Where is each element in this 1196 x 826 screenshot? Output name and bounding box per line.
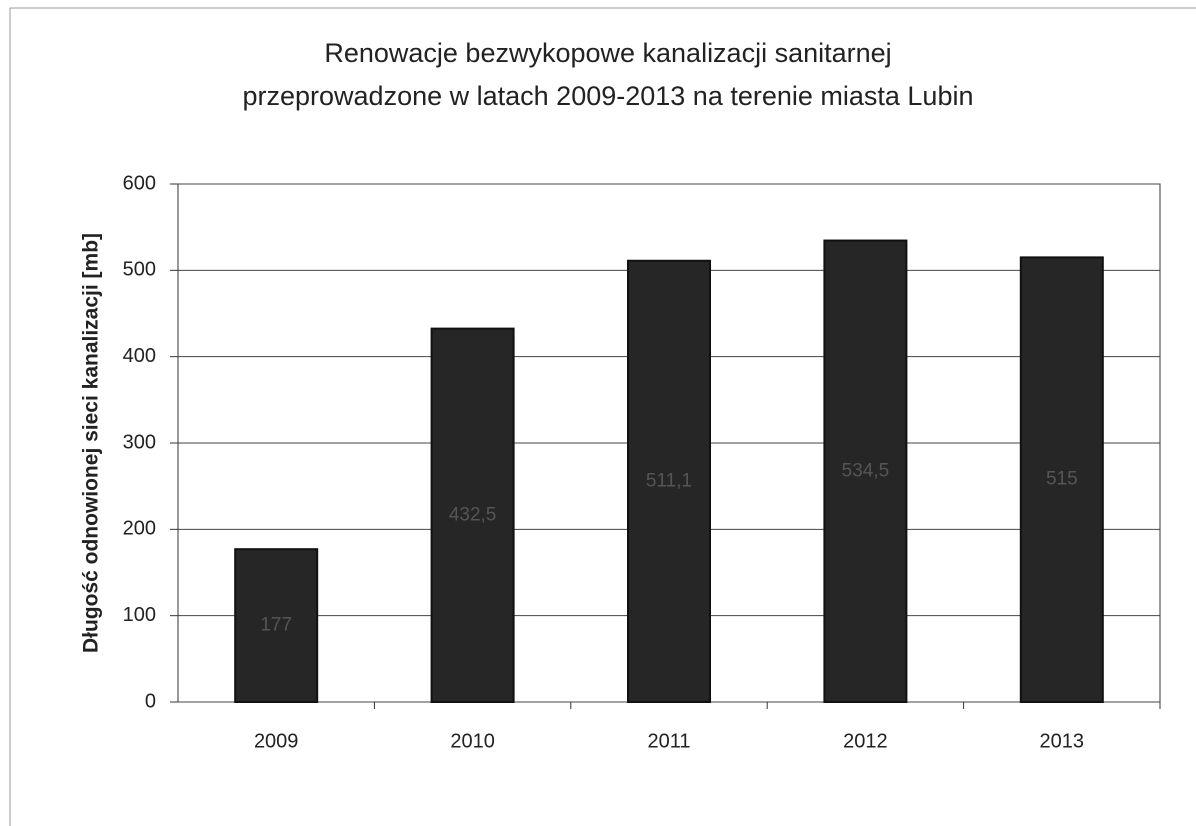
data-label: 432,5 bbox=[449, 504, 497, 525]
y-tick-label: 200 bbox=[123, 518, 156, 540]
chart-title: przeprowadzone w latach 2009-2013 na ter… bbox=[243, 81, 974, 111]
x-tick-label: 2013 bbox=[1040, 730, 1085, 752]
bar bbox=[234, 548, 319, 703]
bar bbox=[1019, 256, 1104, 703]
y-tick-label: 100 bbox=[123, 604, 156, 626]
data-label: 534,5 bbox=[842, 460, 890, 481]
bar bbox=[430, 327, 515, 703]
y-tick-label: 600 bbox=[123, 172, 156, 194]
data-label: 515 bbox=[1046, 469, 1078, 490]
chart-title: Renowacje bezwykopowe kanalizacji sanita… bbox=[324, 38, 891, 68]
y-tick-label: 0 bbox=[145, 690, 156, 712]
data-label: 511,1 bbox=[646, 470, 692, 491]
y-axis-label: Długość odnowionej sieci kanalizacji [mb… bbox=[80, 233, 103, 653]
x-tick-label: 2011 bbox=[647, 730, 690, 752]
x-tick-label: 2010 bbox=[450, 730, 495, 752]
x-tick-label: 2012 bbox=[843, 730, 888, 752]
chart-frame bbox=[9, 7, 1196, 826]
x-tick-label: 2009 bbox=[254, 730, 299, 752]
data-label: 177 bbox=[260, 615, 292, 636]
y-tick-label: 300 bbox=[123, 431, 156, 453]
bar bbox=[823, 239, 908, 703]
bar bbox=[627, 259, 711, 703]
y-tick-label: 500 bbox=[123, 259, 156, 281]
y-tick-label: 400 bbox=[123, 345, 156, 367]
